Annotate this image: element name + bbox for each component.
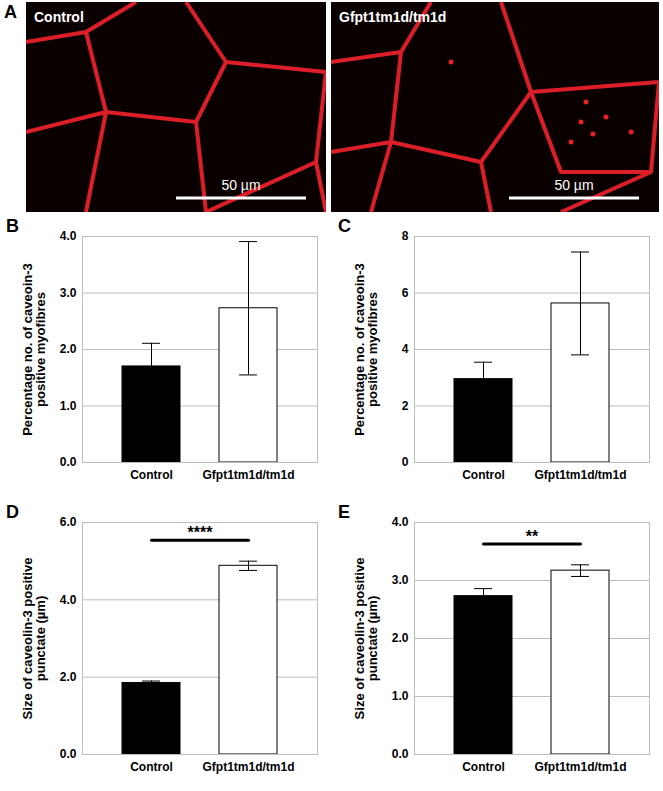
svg-text:2.0: 2.0 (60, 342, 77, 356)
svg-text:Control: Control (462, 468, 505, 482)
svg-text:0.0: 0.0 (392, 747, 409, 761)
html-text:D: D (6, 502, 19, 522)
svg-text:6: 6 (402, 286, 409, 300)
svg-text:****: **** (188, 524, 214, 541)
svg-text:Gfpt1tm1d/tm1d: Gfpt1tm1d/tm1d (339, 9, 446, 25)
svg-text:0: 0 (402, 455, 409, 469)
svg-text:Percentage no. of caveoin-3pos: Percentage no. of caveoin-3positive myof… (20, 263, 48, 436)
svg-text:Gfpt1tm1d/tm1d: Gfpt1tm1d/tm1d (534, 468, 626, 482)
svg-text:8: 8 (402, 229, 409, 243)
svg-text:**: ** (526, 528, 539, 545)
svg-text:Control: Control (34, 9, 84, 25)
svg-text:Size of caveolin-3 positivepun: Size of caveolin-3 positivepunctate (µm) (352, 558, 380, 720)
svg-text:2: 2 (402, 399, 409, 413)
svg-text:6.0: 6.0 (60, 515, 77, 529)
svg-text:4: 4 (402, 342, 409, 356)
svg-text:Gfpt1tm1d/tm1d: Gfpt1tm1d/tm1d (534, 760, 626, 774)
svg-text:50 µm: 50 µm (554, 177, 593, 193)
svg-text:0.0: 0.0 (60, 455, 77, 469)
html-text:A: A (4, 2, 17, 22)
svg-text:Gfpt1tm1d/tm1d: Gfpt1tm1d/tm1d (202, 468, 294, 482)
svg-text:4.0: 4.0 (392, 515, 409, 529)
svg-text:1.0: 1.0 (60, 399, 77, 413)
svg-text:Control: Control (130, 760, 173, 774)
svg-text:Size of caveolin-3 positivepun: Size of caveolin-3 positivepunctate (µm) (20, 558, 48, 720)
svg-text:Control: Control (462, 760, 505, 774)
svg-text:3.0: 3.0 (392, 573, 409, 587)
svg-text:4.0: 4.0 (60, 229, 77, 243)
svg-text:1.0: 1.0 (392, 689, 409, 703)
svg-text:4.0: 4.0 (60, 593, 77, 607)
svg-text:3.0: 3.0 (60, 286, 77, 300)
html-text:E: E (338, 502, 350, 522)
svg-text:2.0: 2.0 (392, 631, 409, 645)
html-text:B: B (6, 216, 19, 236)
svg-text:50 µm: 50 µm (221, 177, 260, 193)
svg-text:0.0: 0.0 (60, 747, 77, 761)
html-text:C: C (338, 216, 351, 236)
svg-text:Gfpt1tm1d/tm1d: Gfpt1tm1d/tm1d (202, 760, 294, 774)
svg-text:2.0: 2.0 (60, 670, 77, 684)
svg-text:Percentage no. of caveoin-3pos: Percentage no. of caveoin-3positive myof… (352, 263, 380, 436)
svg-text:Control: Control (130, 468, 173, 482)
